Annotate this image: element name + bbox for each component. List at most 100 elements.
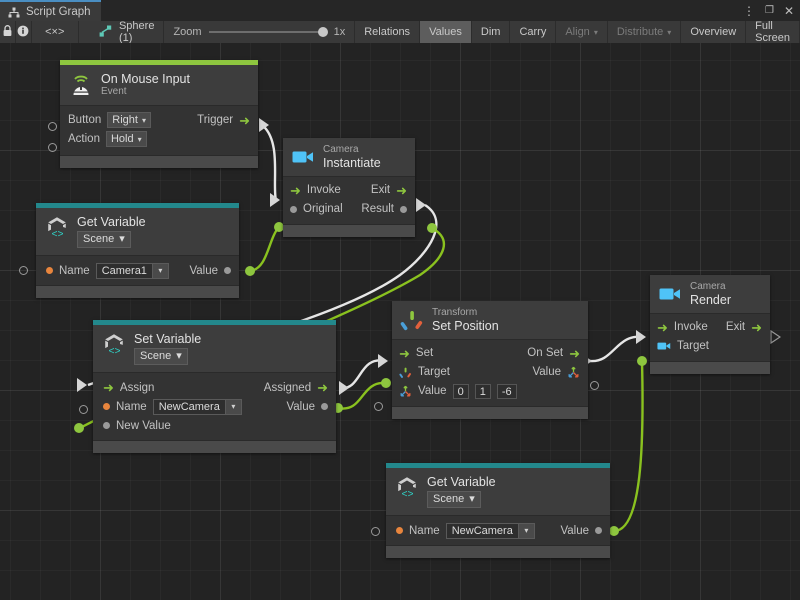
value-x-field[interactable]: 0 <box>452 383 469 399</box>
tab-script-graph[interactable]: Script Graph <box>0 0 101 21</box>
vector3-port-icon[interactable] <box>399 385 412 398</box>
inline-port-action[interactable] <box>48 143 57 152</box>
close-icon[interactable]: ✕ <box>783 3 794 18</box>
code-view-button[interactable]: <×> <box>32 21 79 43</box>
toolbar-button-carry[interactable]: Carry <box>510 21 557 43</box>
toolbar-button-fullscreen[interactable]: Full Screen <box>746 20 800 44</box>
name-port-dot[interactable] <box>46 267 53 275</box>
node-body: Name Camera1 ▾ Value <box>36 255 239 286</box>
toolbar-button-overview[interactable]: Overview <box>681 21 747 43</box>
kebab-menu-icon[interactable]: ⋮ <box>742 3 755 18</box>
wire-port-newvalue-in[interactable] <box>74 423 84 433</box>
inline-port-getvar-bottom-name[interactable] <box>371 527 380 536</box>
flow-arrow-assign-in <box>77 378 87 392</box>
flow-arrow-assigned-out <box>339 381 349 395</box>
inline-port-transform-value[interactable] <box>374 402 383 411</box>
node-get-variable-bottom[interactable]: <> Get Variable Scene ▾ Name NewCamera <box>386 463 610 559</box>
toolbar-button-values[interactable]: Values <box>420 21 472 43</box>
toolbar-button-distribute[interactable]: Distribute ▾ <box>608 21 682 43</box>
node-stripe-variable <box>36 203 239 208</box>
new-value-label: New Value <box>116 419 171 432</box>
toolbar-button-relations[interactable]: Relations <box>355 21 421 43</box>
action-dropdown[interactable]: Hold ▾ <box>105 131 147 148</box>
assign-flow-in-icon[interactable]: ➜ <box>103 380 114 396</box>
maximize-icon[interactable]: ❐ <box>764 4 774 16</box>
values-label: Values <box>429 26 462 38</box>
node-set-variable[interactable]: <> Set Variable Scene ▾ ➜ Assign Assigne… <box>93 320 336 454</box>
exit-flow-out-icon[interactable]: ➜ <box>396 182 407 198</box>
graph-target[interactable]: Sphere (1) <box>79 20 165 44</box>
node-titles: Get Variable Scene ▾ <box>427 475 496 509</box>
info-button[interactable] <box>16 21 32 43</box>
wire-port-result-out[interactable] <box>427 223 437 233</box>
mouse-event-icon <box>69 73 93 97</box>
node-get-variable-top[interactable]: <> Get Variable Scene ▾ Name Camera1 <box>36 203 239 299</box>
assigned-flow-out-icon[interactable]: ➜ <box>317 380 328 396</box>
target-label: Target <box>418 366 450 379</box>
node-subtitle: Camera <box>323 144 359 155</box>
scope-dropdown[interactable]: Scene ▾ <box>427 491 481 509</box>
exit-flow-out-icon[interactable]: ➜ <box>751 319 762 335</box>
inline-port-button[interactable] <box>48 122 57 131</box>
result-port-dot[interactable] <box>400 205 407 213</box>
transform-port-icon[interactable] <box>399 366 412 379</box>
zoom-slider[interactable] <box>208 27 328 37</box>
value-out-label: Value <box>532 366 561 379</box>
toolbar-button-dim[interactable]: Dim <box>472 21 511 43</box>
flow-arrow-render-exit-out <box>770 330 781 344</box>
value-y-field[interactable]: 1 <box>474 383 491 399</box>
wire-port-original-in[interactable] <box>274 222 284 232</box>
scope-dropdown[interactable]: Scene ▾ <box>77 231 131 249</box>
zoom-control[interactable]: Zoom 1x <box>164 21 356 43</box>
wire-port-camera1-value[interactable] <box>245 266 255 276</box>
graph-canvas[interactable]: On Mouse Input Event Button Right ▾ Trig… <box>0 43 800 600</box>
invoke-flow-in-icon[interactable]: ➜ <box>290 182 301 198</box>
trigger-flow-out-icon[interactable]: ➜ <box>239 112 250 128</box>
port-row-set: ➜ Set On Set ➜ <box>399 344 580 363</box>
set-flow-in-icon[interactable]: ➜ <box>399 345 410 361</box>
action-dropdown-value: Hold <box>110 133 134 146</box>
lock-button[interactable] <box>0 21 16 43</box>
name-port-dot[interactable] <box>396 527 403 535</box>
inline-port-setvar-name[interactable] <box>79 405 88 414</box>
zoom-slider-knob[interactable] <box>317 27 328 37</box>
port-row-original-result: Original Result <box>290 200 407 219</box>
new-value-port-dot[interactable] <box>103 422 110 430</box>
button-dropdown[interactable]: Right ▾ <box>107 112 151 129</box>
graph-target-label: Sphere (1) <box>118 20 155 44</box>
assigned-label: Assigned <box>263 381 312 394</box>
value-port-dot[interactable] <box>595 527 602 535</box>
on-set-flow-out-icon[interactable]: ➜ <box>569 345 580 361</box>
inline-port-transform-value-out[interactable] <box>590 381 599 390</box>
value-z-field[interactable]: -6 <box>496 383 517 399</box>
invoke-flow-in-icon[interactable]: ➜ <box>657 319 668 335</box>
value-port-dot[interactable] <box>224 267 231 275</box>
flow-arrow-trigger-out <box>259 118 269 132</box>
toolbar-button-align[interactable]: Align ▾ <box>556 21 608 43</box>
name-dropdown[interactable]: NewCamera ▾ <box>445 522 535 539</box>
name-dropdown[interactable]: NewCamera ▾ <box>152 398 242 415</box>
inline-port-getvar-top-name[interactable] <box>19 266 28 275</box>
node-titles: Transform Set Position <box>432 307 499 333</box>
node-camera-instantiate[interactable]: Camera Instantiate ➜ Invoke Exit ➜ Origi… <box>283 138 415 237</box>
value-port-dot[interactable] <box>321 403 328 411</box>
name-dropdown[interactable]: Camera1 ▾ <box>95 262 169 279</box>
vector3-port-icon[interactable] <box>567 366 580 379</box>
node-on-mouse-input[interactable]: On Mouse Input Event Button Right ▾ Trig… <box>60 60 258 168</box>
wire-port-setvalue-out[interactable] <box>333 403 343 413</box>
wire-port-render-target-in[interactable] <box>637 356 647 366</box>
flow-arrow-invoke-in <box>270 193 280 207</box>
wire-port-target-in[interactable] <box>381 378 391 388</box>
chevron-down-icon: ▾ <box>518 522 535 539</box>
node-camera-render[interactable]: Camera Render ➜ Invoke Exit ➜ <box>650 275 770 374</box>
wire-data-setvalue-to-target <box>337 381 387 410</box>
name-port-dot[interactable] <box>103 403 110 411</box>
original-port-dot[interactable] <box>290 205 297 213</box>
node-stripe-variable <box>386 463 610 468</box>
scope-dropdown[interactable]: Scene ▾ <box>134 348 188 366</box>
wire-port-getvar-bottom-value[interactable] <box>609 526 619 536</box>
node-footer <box>386 545 610 559</box>
node-transform-set-position[interactable]: Transform Set Position ➜ Set On Set ➜ <box>392 301 588 419</box>
port-row-name: Name NewCamera ▾ Value <box>396 521 602 540</box>
camera-port-icon[interactable] <box>657 341 671 351</box>
